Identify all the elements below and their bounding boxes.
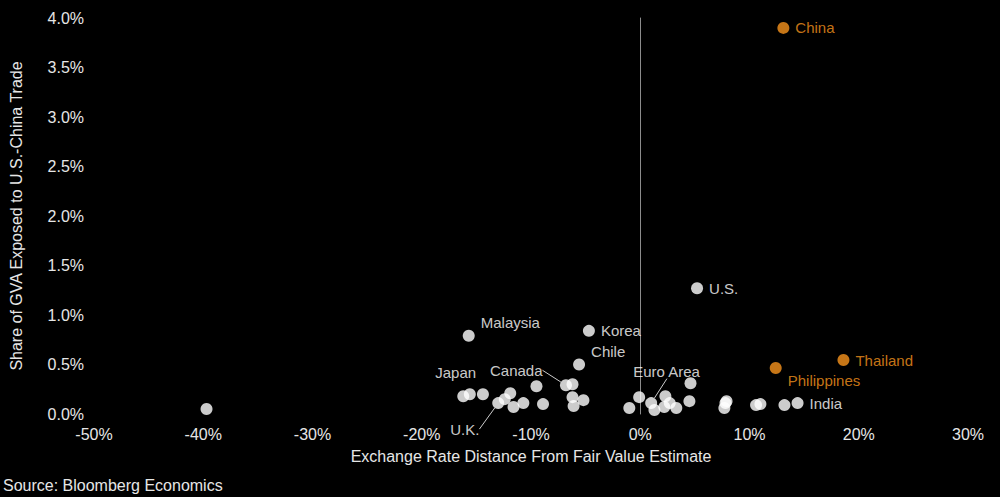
svg-text:-10%: -10% xyxy=(512,426,549,443)
svg-text:Malaysia: Malaysia xyxy=(481,314,541,331)
svg-text:0.5%: 0.5% xyxy=(48,356,84,373)
svg-text:4.0%: 4.0% xyxy=(48,10,84,27)
svg-text:India: India xyxy=(810,395,843,412)
svg-text:Exchange Rate Distance From Fa: Exchange Rate Distance From Fair Value E… xyxy=(351,448,712,465)
svg-text:Euro Area: Euro Area xyxy=(633,363,700,380)
svg-text:1.0%: 1.0% xyxy=(48,307,84,324)
svg-text:Japan: Japan xyxy=(435,364,476,381)
svg-text:China: China xyxy=(795,19,835,36)
svg-text:0.0%: 0.0% xyxy=(48,406,84,423)
svg-text:3.0%: 3.0% xyxy=(48,109,84,126)
svg-text:2.5%: 2.5% xyxy=(48,158,84,175)
svg-text:-20%: -20% xyxy=(403,426,440,443)
svg-text:30%: 30% xyxy=(952,426,984,443)
svg-text:Thailand: Thailand xyxy=(855,352,913,369)
svg-text:-40%: -40% xyxy=(185,426,222,443)
svg-text:Canada: Canada xyxy=(490,362,543,379)
svg-text:Philippines: Philippines xyxy=(788,372,861,389)
svg-text:0%: 0% xyxy=(629,426,652,443)
svg-text:-30%: -30% xyxy=(294,426,331,443)
svg-text:U.K.: U.K. xyxy=(450,421,479,438)
svg-text:20%: 20% xyxy=(843,426,875,443)
svg-text:Source: Bloomberg Economics: Source: Bloomberg Economics xyxy=(3,477,223,494)
svg-text:Korea: Korea xyxy=(601,322,642,339)
svg-text:-50%: -50% xyxy=(75,426,112,443)
svg-text:10%: 10% xyxy=(733,426,765,443)
svg-text:2.0%: 2.0% xyxy=(48,208,84,225)
svg-text:Chile: Chile xyxy=(591,343,625,360)
svg-text:U.S.: U.S. xyxy=(709,280,738,297)
svg-text:3.5%: 3.5% xyxy=(48,59,84,76)
svg-text:1.5%: 1.5% xyxy=(48,257,84,274)
svg-text:Share of GVA Exposed to U.S.-C: Share of GVA Exposed to U.S.-China Trade xyxy=(8,61,25,370)
